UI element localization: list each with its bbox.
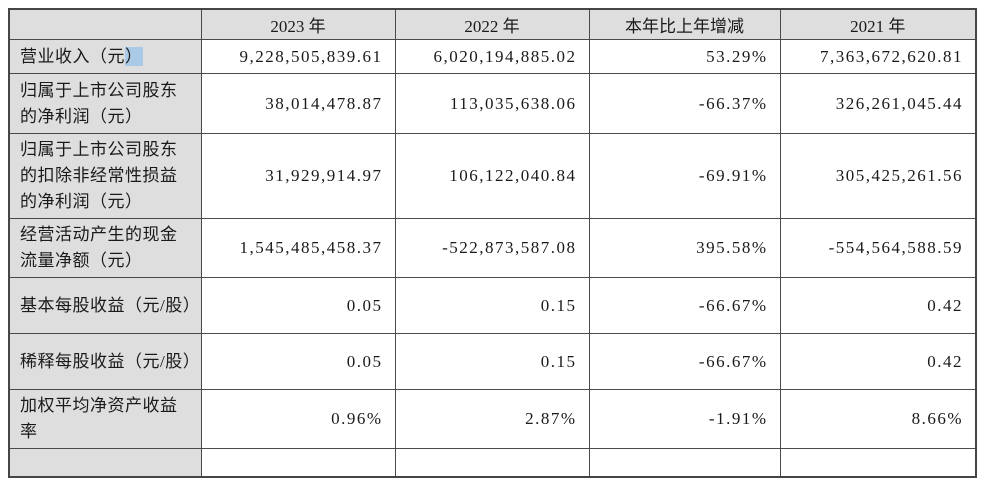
value-2023: 38,014,478.87: [200, 73, 396, 134]
value-2022: 106,122,040.84: [394, 133, 590, 219]
value-change: -1.91%: [588, 389, 781, 449]
value-2023: [200, 448, 396, 477]
header-empty-cell: [8, 8, 202, 40]
value-2021: 8.66%: [779, 389, 977, 449]
value-2021: 0.42: [779, 277, 977, 334]
value-2022: 0.15: [394, 277, 590, 334]
value-change: -66.67%: [588, 277, 781, 334]
row-label: 归属于上市公司股东的扣除非经常性损益的净利润（元）: [8, 133, 202, 219]
row-label: [8, 448, 202, 477]
value-2023: 0.05: [200, 277, 396, 334]
value-change: 395.58%: [588, 218, 781, 278]
value-change: 53.29%: [588, 39, 781, 74]
value-2021: -554,564,588.59: [779, 218, 977, 278]
value-change: [588, 448, 781, 477]
table-row-diluted-eps: 稀释每股收益（元/股） 0.05 0.15 -66.67% 0.42: [8, 333, 977, 390]
value-2023: 9,228,505,839.61: [200, 39, 396, 74]
table-row-operating-revenue: 营业收入（元） 9,228,505,839.61 6,020,194,885.0…: [8, 39, 977, 74]
value-2021: 0.42: [779, 333, 977, 390]
text-selection-highlight: ）: [125, 46, 143, 66]
value-2022: 0.15: [394, 333, 590, 390]
value-change: -66.37%: [588, 73, 781, 134]
table-row-weighted-avg-roe: 加权平均净资产收益率 0.96% 2.87% -1.91% 8.66%: [8, 389, 977, 449]
value-2021: 7,363,672,620.81: [779, 39, 977, 74]
value-2021: 326,261,045.44: [779, 73, 977, 134]
row-label: 经营活动产生的现金流量净额（元）: [8, 218, 202, 278]
value-2022: -522,873,587.08: [394, 218, 590, 278]
header-year-2022: 2022 年: [394, 8, 590, 40]
header-year-2023: 2023 年: [200, 8, 396, 40]
table-row-clipped: [8, 448, 977, 477]
value-change: -66.67%: [588, 333, 781, 390]
value-2022: 113,035,638.06: [394, 73, 590, 134]
value-2021: [779, 448, 977, 477]
table-row-net-profit: 归属于上市公司股东的净利润（元） 38,014,478.87 113,035,6…: [8, 73, 977, 134]
value-change: -69.91%: [588, 133, 781, 219]
table-header-row: 2023 年 2022 年 本年比上年增减 2021 年: [8, 8, 977, 40]
value-2023: 0.96%: [200, 389, 396, 449]
table-row-operating-cash-flow: 经营活动产生的现金流量净额（元） 1,545,485,458.37 -522,8…: [8, 218, 977, 278]
header-yoy-change: 本年比上年增减: [588, 8, 781, 40]
value-2022: 6,020,194,885.02: [394, 39, 590, 74]
table-row-basic-eps: 基本每股收益（元/股） 0.05 0.15 -66.67% 0.42: [8, 277, 977, 334]
value-2023: 31,929,914.97: [200, 133, 396, 219]
value-2023: 0.05: [200, 333, 396, 390]
value-2022: [394, 448, 590, 477]
row-label: 营业收入（元）: [8, 39, 202, 74]
row-label: 归属于上市公司股东的净利润（元）: [8, 73, 202, 134]
row-label-text: 营业收入（元: [20, 46, 125, 66]
financial-summary-table: 2023 年 2022 年 本年比上年增减 2021 年 营业收入（元） 9,2…: [8, 8, 977, 478]
header-year-2021: 2021 年: [779, 8, 977, 40]
value-2022: 2.87%: [394, 389, 590, 449]
row-label: 稀释每股收益（元/股）: [8, 333, 202, 390]
row-label: 基本每股收益（元/股）: [8, 277, 202, 334]
row-label: 加权平均净资产收益率: [8, 389, 202, 449]
table-row-net-profit-excl-nonrecurring: 归属于上市公司股东的扣除非经常性损益的净利润（元） 31,929,914.97 …: [8, 133, 977, 219]
value-2023: 1,545,485,458.37: [200, 218, 396, 278]
value-2021: 305,425,261.56: [779, 133, 977, 219]
